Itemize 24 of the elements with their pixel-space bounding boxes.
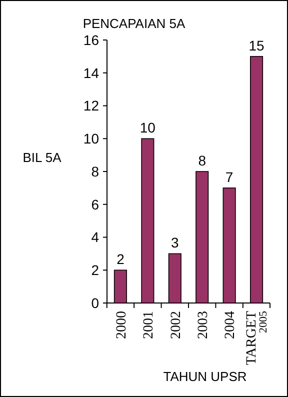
x-axis-title: TAHUN UPSR (163, 369, 247, 384)
data-label: 7 (225, 168, 234, 185)
x-tick-label: 2002 (168, 311, 184, 339)
y-tick-label: 4 (91, 229, 100, 246)
data-label: 15 (248, 37, 265, 54)
data-label: 3 (170, 234, 179, 251)
x-tick-label: 2004 (223, 311, 238, 339)
y-tick-label: 12 (83, 98, 100, 114)
data-label: 10 (140, 120, 156, 136)
y-tick-label: 16 (83, 32, 100, 48)
y-tick-label: 2 (91, 262, 100, 278)
x-tick-label: 2003 (196, 311, 212, 339)
x-tick-label: 2000 (114, 311, 130, 339)
y-tick-label: 0 (91, 294, 100, 311)
y-tick-label: 10 (83, 130, 100, 147)
x-tick-label: 2001 (142, 311, 157, 339)
chart-title: PENCAPAIAN 5A (82, 16, 186, 31)
data-label: 2 (116, 251, 125, 268)
x-tick-label: TARGET 2005 (244, 310, 270, 366)
data-label: 8 (198, 152, 206, 168)
y-tick-label: 14 (83, 64, 100, 81)
y-tick-label: 8 (91, 163, 100, 180)
y-tick-label: 6 (91, 196, 100, 212)
y-axis-title: BIL 5A (22, 150, 62, 165)
